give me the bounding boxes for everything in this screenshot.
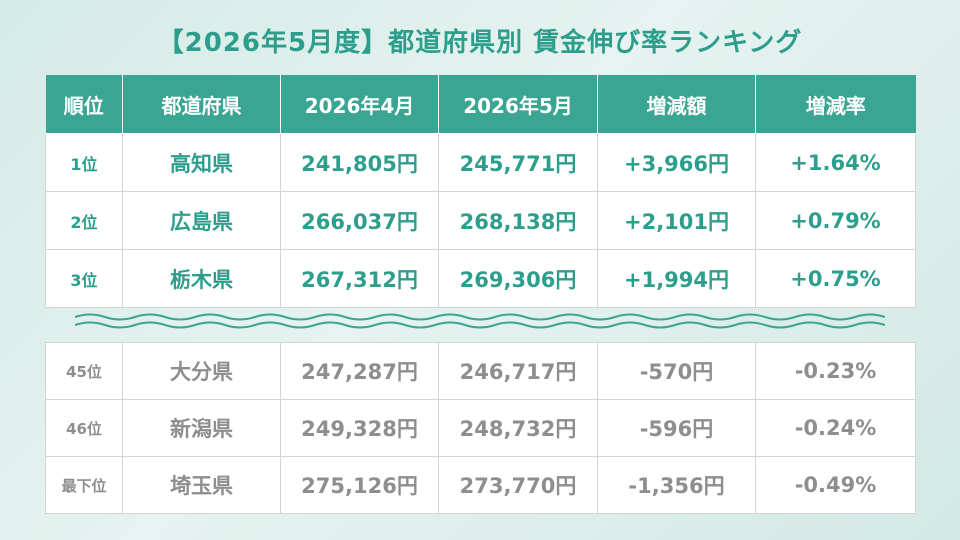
rank-cell: 46位 xyxy=(45,399,123,457)
rank-cell: 1位 xyxy=(45,133,123,192)
april-cell: 247,287円 xyxy=(280,342,439,400)
rank-cell: 2位 xyxy=(45,191,123,250)
april-cell: 275,126円 xyxy=(280,456,439,514)
prefecture-cell: 広島県 xyxy=(122,191,281,250)
may-cell: 248,732円 xyxy=(438,399,598,457)
may-cell: 245,771円 xyxy=(438,133,598,192)
prefecture-cell: 高知県 xyxy=(122,133,281,192)
page-title: 【2026年5月度】都道府県別 賃金伸び率ランキング xyxy=(157,28,803,58)
change-rate-cell: +0.79% xyxy=(755,191,916,250)
prefecture-cell: 新潟県 xyxy=(122,399,281,457)
prefecture-cell: 栃木県 xyxy=(122,249,281,308)
ranking-bottom-table: 45位 大分県 247,287円 246,717円 -570円 -0.23% 4… xyxy=(45,342,916,514)
change-amount-cell: -1,356円 xyxy=(597,456,756,514)
table-row: 3位 栃木県 267,312円 269,306円 +1,994円 +0.75% xyxy=(45,249,916,308)
wavy-separator-icon xyxy=(75,313,885,329)
may-cell: 273,770円 xyxy=(438,456,598,514)
change-rate-cell: -0.49% xyxy=(755,456,916,514)
april-cell: 241,805円 xyxy=(280,133,439,192)
april-cell: 267,312円 xyxy=(280,249,439,308)
may-cell: 269,306円 xyxy=(438,249,598,308)
change-rate-cell: -0.23% xyxy=(755,342,916,400)
table-row: 1位 高知県 241,805円 245,771円 +3,966円 +1.64% xyxy=(45,133,916,192)
header-prefecture: 都道府県 xyxy=(122,75,281,134)
header-rank: 順位 xyxy=(45,75,123,134)
april-cell: 266,037円 xyxy=(280,191,439,250)
wave-line-lower xyxy=(75,321,885,329)
header-april: 2026年4月 xyxy=(280,75,439,134)
table-row: 45位 大分県 247,287円 246,717円 -570円 -0.23% xyxy=(45,342,916,400)
rank-cell: 最下位 xyxy=(45,456,123,514)
table-row: 最下位 埼玉県 275,126円 273,770円 -1,356円 -0.49% xyxy=(45,456,916,514)
change-rate-cell: +0.75% xyxy=(755,249,916,308)
april-cell: 249,328円 xyxy=(280,399,439,457)
change-amount-cell: -570円 xyxy=(597,342,756,400)
may-cell: 268,138円 xyxy=(438,191,598,250)
rank-cell: 45位 xyxy=(45,342,123,400)
table-row: 46位 新潟県 249,328円 248,732円 -596円 -0.24% xyxy=(45,399,916,457)
header-may: 2026年5月 xyxy=(438,75,598,134)
change-rate-cell: -0.24% xyxy=(755,399,916,457)
change-amount-cell: +3,966円 xyxy=(597,133,756,192)
rank-cell: 3位 xyxy=(45,249,123,308)
prefecture-cell: 埼玉県 xyxy=(122,456,281,514)
change-amount-cell: +2,101円 xyxy=(597,191,756,250)
table-row: 2位 広島県 266,037円 268,138円 +2,101円 +0.79% xyxy=(45,191,916,250)
change-rate-cell: +1.64% xyxy=(755,133,916,192)
change-amount-cell: -596円 xyxy=(597,399,756,457)
wave-line-upper xyxy=(75,313,885,321)
change-amount-cell: +1,994円 xyxy=(597,249,756,308)
ranking-top-table: 順位 都道府県 2026年4月 2026年5月 増減額 増減率 1位 高知県 2… xyxy=(45,75,916,308)
prefecture-cell: 大分県 xyxy=(122,342,281,400)
table-header-row: 順位 都道府県 2026年4月 2026年5月 増減額 増減率 xyxy=(45,75,916,134)
may-cell: 246,717円 xyxy=(438,342,598,400)
header-change-rate: 増減率 xyxy=(755,75,916,134)
header-change-amount: 増減額 xyxy=(597,75,756,134)
